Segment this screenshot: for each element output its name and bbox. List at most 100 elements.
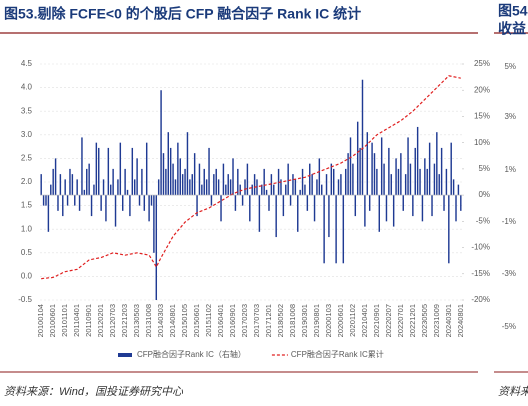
bar: [136, 158, 138, 196]
y2-tick-label: 25%: [474, 59, 490, 68]
next-source: 资料来: [498, 385, 528, 398]
bar: [105, 195, 107, 222]
bar: [249, 195, 251, 222]
bar: [306, 195, 309, 211]
bar: [222, 163, 225, 196]
bar: [253, 174, 256, 196]
bar: [59, 174, 62, 196]
bar: [186, 132, 189, 196]
bar: [95, 142, 98, 196]
bar: [143, 195, 146, 211]
x-tick-label: 20180502: [276, 304, 285, 337]
bar: [237, 168, 239, 196]
bar: [289, 195, 292, 206]
bar: [280, 179, 282, 196]
bar: [169, 147, 172, 196]
bar: [220, 195, 222, 222]
bar: [380, 137, 383, 196]
y2-tick-label: 10%: [474, 138, 490, 147]
x-tick-label: 20240801: [456, 304, 465, 337]
bar: [285, 184, 287, 196]
y-tick-label: 3.5: [21, 106, 33, 115]
bar: [42, 195, 45, 206]
bar: [229, 179, 232, 196]
bar: [428, 142, 431, 196]
bar: [407, 137, 409, 196]
bar: [83, 189, 86, 196]
bar: [419, 168, 421, 196]
y-tick-label: 0.0: [21, 272, 33, 281]
next-axis-label: -3%: [502, 269, 516, 278]
bar: [174, 179, 177, 196]
next-axis-label: -1%: [502, 217, 516, 226]
x-tick-label: 20100104: [36, 304, 45, 337]
y-tick-label: 0.5: [21, 248, 33, 257]
bar: [251, 184, 253, 196]
bar: [421, 195, 424, 222]
x-tick-label: 20100601: [48, 304, 57, 337]
bar: [112, 168, 114, 196]
bar: [69, 168, 71, 196]
bar: [208, 147, 210, 196]
bar: [165, 168, 167, 196]
bar: [179, 158, 181, 196]
y2-tick-label: -15%: [471, 269, 490, 278]
x-tick-label: 20220701: [396, 304, 405, 337]
bar: [86, 168, 88, 196]
x-tick-label: 20200103: [324, 304, 333, 337]
bar: [78, 195, 81, 211]
bar: [157, 179, 160, 196]
bar: [361, 79, 364, 196]
bar: [397, 168, 400, 196]
x-tick-label: 20140303: [156, 304, 165, 337]
bar: [110, 184, 112, 196]
bar: [133, 179, 136, 196]
bar: [114, 195, 117, 227]
legend-label: CFP融合因子Rank IC累计: [291, 349, 384, 359]
bar: [167, 132, 169, 196]
bar: [431, 195, 433, 217]
bar: [352, 163, 354, 196]
bar: [460, 195, 462, 211]
bar: [153, 195, 155, 253]
bar: [74, 195, 76, 206]
bar: [368, 195, 371, 211]
bar: [155, 195, 158, 300]
bar: [366, 132, 369, 196]
bar: [172, 163, 174, 196]
next-title: 图54: [498, 3, 528, 19]
x-tick-label: 20240301: [444, 304, 453, 337]
y-tick-label: 4.0: [21, 83, 33, 92]
bar: [119, 142, 122, 196]
bar: [234, 195, 237, 211]
y2-tick-label: 15%: [474, 112, 490, 121]
bar: [148, 195, 150, 222]
y2-tick-label: -20%: [471, 295, 490, 304]
bar: [359, 147, 361, 196]
bar: [404, 174, 407, 196]
y-tick-label: 2.5: [21, 154, 33, 163]
bar: [184, 168, 186, 196]
bar: [275, 195, 277, 238]
x-tick-label: 20200601: [336, 304, 345, 337]
bar: [239, 184, 241, 196]
bar: [62, 195, 64, 217]
bar: [321, 184, 323, 196]
x-tick-label: 20120703: [108, 304, 117, 337]
y-tick-label: 1.0: [21, 224, 33, 233]
bar: [304, 184, 306, 196]
bar: [131, 147, 134, 196]
bar: [311, 174, 313, 196]
bar: [316, 179, 318, 196]
bar: [217, 179, 220, 196]
bar: [364, 195, 366, 227]
bar: [395, 158, 397, 196]
bar: [270, 174, 273, 196]
bar: [258, 195, 261, 232]
bar: [138, 195, 141, 206]
x-tick-label: 20210401: [360, 304, 369, 337]
bar: [81, 137, 83, 196]
bar: [189, 179, 191, 196]
bar: [196, 195, 198, 217]
